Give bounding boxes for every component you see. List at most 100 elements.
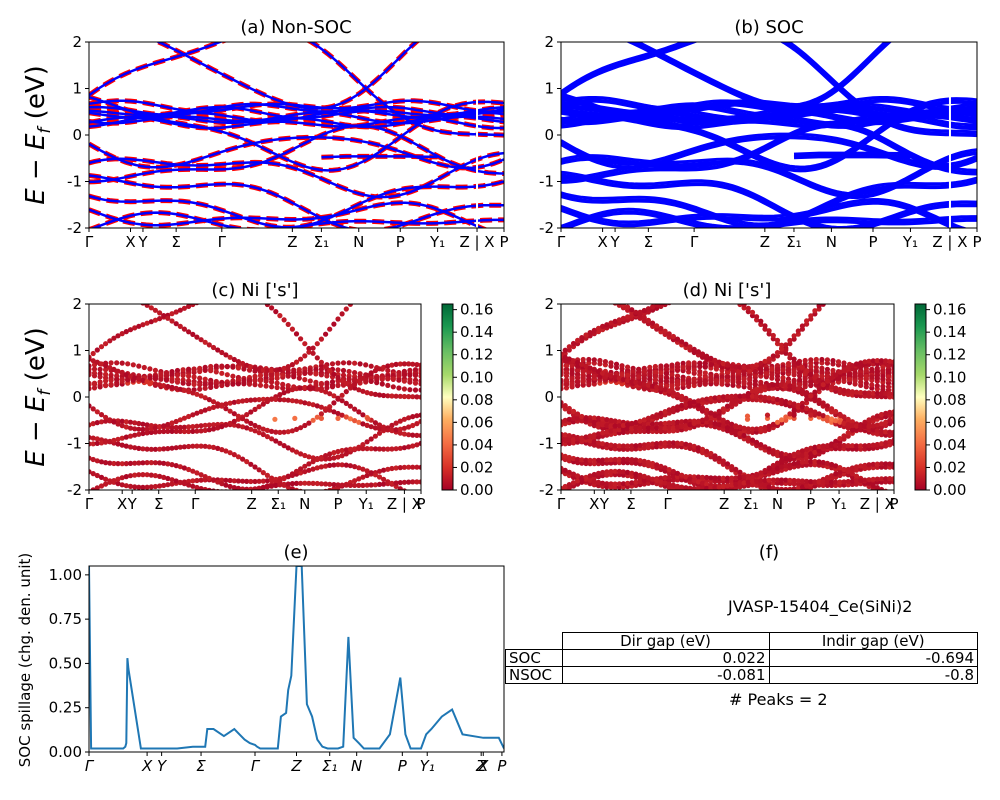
panel-c-title: (c) Ni ['s']	[211, 280, 298, 301]
band-point	[766, 446, 772, 452]
band-soc-split	[561, 198, 968, 228]
band-point	[264, 484, 270, 490]
band-point	[570, 408, 577, 414]
band-point	[140, 421, 146, 427]
band-point	[641, 315, 647, 321]
band-point	[737, 393, 743, 399]
band-point	[878, 358, 885, 364]
band-point	[670, 468, 677, 475]
band-point	[389, 446, 395, 452]
band-point	[140, 430, 146, 437]
band-point	[645, 306, 652, 312]
band-point	[887, 409, 893, 415]
band-point	[368, 436, 374, 442]
band-point	[389, 480, 395, 486]
band-point	[716, 394, 722, 400]
band-point	[152, 446, 158, 452]
band-point	[269, 436, 275, 442]
band-point	[186, 373, 192, 379]
band-point	[854, 279, 859, 284]
band-point	[152, 473, 158, 479]
band-point	[103, 476, 109, 482]
band-point	[641, 375, 647, 381]
band-point	[862, 477, 868, 483]
band-point	[674, 440, 681, 446]
band-point	[841, 466, 847, 473]
band-point	[616, 419, 622, 425]
band-point	[310, 480, 316, 486]
band-point	[891, 429, 894, 435]
band-point	[874, 375, 880, 381]
band-point	[779, 417, 785, 423]
band-point	[708, 475, 714, 481]
band-point	[235, 485, 241, 490]
band-point	[231, 485, 237, 490]
band-point	[132, 296, 137, 301]
band-point	[829, 384, 835, 390]
band-point	[841, 387, 847, 393]
band-point	[90, 456, 96, 463]
band-point	[616, 375, 622, 381]
y-tick-label: 0	[544, 126, 554, 144]
band-point	[329, 361, 336, 367]
band-point	[883, 419, 889, 425]
band-point	[162, 292, 167, 297]
band-point	[862, 279, 867, 284]
band-point	[410, 422, 416, 429]
band-point	[819, 365, 825, 371]
band-point	[136, 445, 142, 451]
band-point	[600, 294, 605, 299]
band-point	[862, 419, 868, 425]
band-point	[144, 484, 150, 490]
peaks-count: # Peaks = 2	[729, 690, 828, 709]
band-point	[94, 347, 100, 353]
band-point	[302, 400, 308, 406]
band-point	[224, 382, 230, 388]
band-point	[862, 424, 868, 430]
band-point	[412, 372, 419, 378]
band-point	[824, 474, 831, 481]
band-point	[339, 412, 345, 418]
band-point	[244, 478, 250, 484]
band-point	[157, 293, 162, 298]
band-point	[323, 389, 329, 395]
band-point	[407, 387, 413, 393]
band-point	[335, 448, 341, 455]
band-point	[194, 443, 200, 449]
band-point	[191, 366, 197, 372]
band-point	[799, 452, 806, 459]
band-point	[291, 369, 297, 376]
band-point	[128, 294, 133, 299]
band-point	[675, 294, 680, 299]
band-point	[136, 460, 142, 466]
band-point	[634, 292, 639, 297]
band-point	[298, 336, 304, 342]
band-point	[293, 331, 300, 337]
band-point	[569, 370, 575, 377]
band-point	[654, 425, 660, 431]
band-point	[858, 379, 864, 385]
band-point	[385, 363, 391, 369]
band-point	[103, 378, 109, 384]
x-tick-label: Z	[287, 233, 297, 251]
band-point	[318, 411, 324, 417]
band-point	[659, 294, 664, 299]
band-point	[629, 443, 635, 449]
band-point	[296, 375, 302, 381]
band-point	[883, 358, 889, 364]
x-tick-label: X	[125, 233, 135, 251]
band-point	[157, 310, 163, 316]
band-point	[883, 410, 889, 416]
band-point	[119, 418, 125, 424]
band-point	[762, 323, 768, 329]
band-point	[103, 341, 109, 347]
band-point	[208, 368, 214, 374]
band-point	[591, 439, 597, 445]
band-point	[647, 376, 653, 382]
band-point	[385, 278, 390, 283]
band-point	[257, 377, 264, 384]
band-point	[227, 408, 233, 414]
band-point	[302, 452, 308, 459]
band-point	[115, 368, 121, 374]
